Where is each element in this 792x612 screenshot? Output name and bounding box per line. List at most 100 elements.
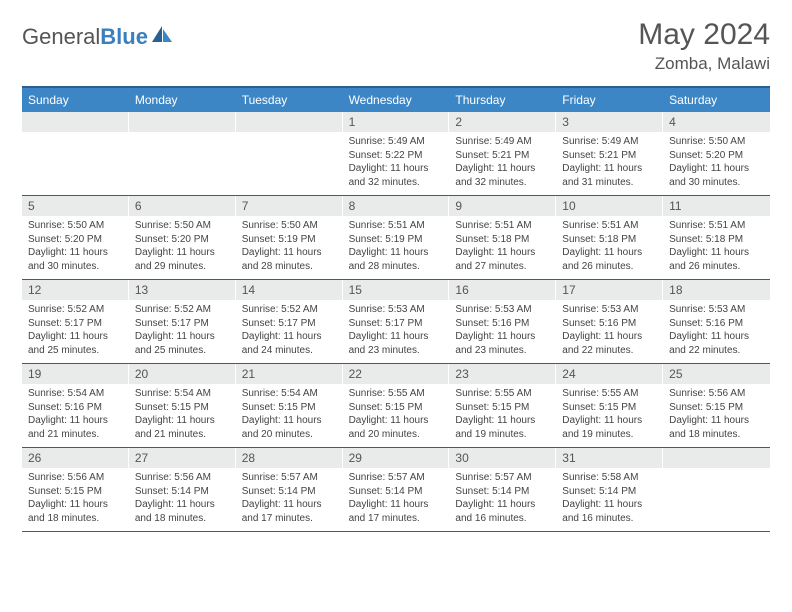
brand-text: GeneralBlue: [22, 24, 148, 50]
week-row: 26Sunrise: 5:56 AMSunset: 5:15 PMDayligh…: [22, 448, 770, 532]
day-details: Sunrise: 5:56 AMSunset: 5:15 PMDaylight:…: [22, 468, 129, 531]
day-details: Sunrise: 5:51 AMSunset: 5:18 PMDaylight:…: [449, 216, 556, 279]
daylight-text: Daylight: 11 hours and 21 minutes.: [28, 414, 123, 441]
daylight-text: Daylight: 11 hours and 20 minutes.: [242, 414, 337, 441]
day-number: 23: [449, 364, 556, 384]
day-details: Sunrise: 5:51 AMSunset: 5:18 PMDaylight:…: [663, 216, 770, 279]
day-cell: 29Sunrise: 5:57 AMSunset: 5:14 PMDayligh…: [343, 448, 450, 531]
day-details: Sunrise: 5:54 AMSunset: 5:15 PMDaylight:…: [236, 384, 343, 447]
day-details: Sunrise: 5:50 AMSunset: 5:20 PMDaylight:…: [663, 132, 770, 195]
title-block: May 2024 Zomba, Malawi: [638, 18, 770, 74]
day-number: 8: [343, 196, 450, 216]
daylight-text: Daylight: 11 hours and 22 minutes.: [562, 330, 657, 357]
week-row: 12Sunrise: 5:52 AMSunset: 5:17 PMDayligh…: [22, 280, 770, 364]
dow-thursday: Thursday: [449, 88, 556, 112]
day-cell: 12Sunrise: 5:52 AMSunset: 5:17 PMDayligh…: [22, 280, 129, 363]
sunset-text: Sunset: 5:14 PM: [242, 485, 337, 499]
day-number: 13: [129, 280, 236, 300]
sail-icon: [152, 26, 174, 49]
day-details: Sunrise: 5:52 AMSunset: 5:17 PMDaylight:…: [129, 300, 236, 363]
day-details: Sunrise: 5:49 AMSunset: 5:21 PMDaylight:…: [449, 132, 556, 195]
sunrise-text: Sunrise: 5:54 AM: [28, 387, 123, 401]
day-number: 12: [22, 280, 129, 300]
day-details: Sunrise: 5:53 AMSunset: 5:16 PMDaylight:…: [556, 300, 663, 363]
day-number: 27: [129, 448, 236, 468]
sunset-text: Sunset: 5:14 PM: [135, 485, 230, 499]
daylight-text: Daylight: 11 hours and 21 minutes.: [135, 414, 230, 441]
day-cell: 4Sunrise: 5:50 AMSunset: 5:20 PMDaylight…: [663, 112, 770, 195]
sunset-text: Sunset: 5:20 PM: [135, 233, 230, 247]
daylight-text: Daylight: 11 hours and 31 minutes.: [562, 162, 657, 189]
day-number: 16: [449, 280, 556, 300]
sunrise-text: Sunrise: 5:49 AM: [562, 135, 657, 149]
sunset-text: Sunset: 5:18 PM: [455, 233, 550, 247]
sunrise-text: Sunrise: 5:50 AM: [242, 219, 337, 233]
sunrise-text: Sunrise: 5:51 AM: [562, 219, 657, 233]
day-number: 6: [129, 196, 236, 216]
sunrise-text: Sunrise: 5:50 AM: [135, 219, 230, 233]
day-details: Sunrise: 5:52 AMSunset: 5:17 PMDaylight:…: [22, 300, 129, 363]
daylight-text: Daylight: 11 hours and 32 minutes.: [455, 162, 550, 189]
day-details: Sunrise: 5:55 AMSunset: 5:15 PMDaylight:…: [556, 384, 663, 447]
day-of-week-row: Sunday Monday Tuesday Wednesday Thursday…: [22, 88, 770, 112]
day-number: 1: [343, 112, 450, 132]
sunset-text: Sunset: 5:21 PM: [562, 149, 657, 163]
sunset-text: Sunset: 5:19 PM: [242, 233, 337, 247]
daylight-text: Daylight: 11 hours and 18 minutes.: [28, 498, 123, 525]
sunrise-text: Sunrise: 5:52 AM: [242, 303, 337, 317]
day-cell: 19Sunrise: 5:54 AMSunset: 5:16 PMDayligh…: [22, 364, 129, 447]
daylight-text: Daylight: 11 hours and 19 minutes.: [455, 414, 550, 441]
day-details: Sunrise: 5:56 AMSunset: 5:14 PMDaylight:…: [129, 468, 236, 531]
day-cell: 30Sunrise: 5:57 AMSunset: 5:14 PMDayligh…: [449, 448, 556, 531]
day-cell: 24Sunrise: 5:55 AMSunset: 5:15 PMDayligh…: [556, 364, 663, 447]
day-number: .: [22, 112, 129, 132]
daylight-text: Daylight: 11 hours and 16 minutes.: [455, 498, 550, 525]
sunrise-text: Sunrise: 5:50 AM: [28, 219, 123, 233]
daylight-text: Daylight: 11 hours and 22 minutes.: [669, 330, 764, 357]
day-cell: 11Sunrise: 5:51 AMSunset: 5:18 PMDayligh…: [663, 196, 770, 279]
day-number: 14: [236, 280, 343, 300]
day-number: 7: [236, 196, 343, 216]
sunrise-text: Sunrise: 5:52 AM: [28, 303, 123, 317]
sunset-text: Sunset: 5:15 PM: [455, 401, 550, 415]
day-number: 29: [343, 448, 450, 468]
day-cell: 18Sunrise: 5:53 AMSunset: 5:16 PMDayligh…: [663, 280, 770, 363]
day-number: 2: [449, 112, 556, 132]
daylight-text: Daylight: 11 hours and 25 minutes.: [28, 330, 123, 357]
calendar: Sunday Monday Tuesday Wednesday Thursday…: [22, 86, 770, 532]
sunset-text: Sunset: 5:17 PM: [349, 317, 444, 331]
day-number: 21: [236, 364, 343, 384]
sunset-text: Sunset: 5:15 PM: [349, 401, 444, 415]
dow-saturday: Saturday: [663, 88, 770, 112]
day-details: Sunrise: 5:54 AMSunset: 5:15 PMDaylight:…: [129, 384, 236, 447]
day-number: 20: [129, 364, 236, 384]
sunrise-text: Sunrise: 5:51 AM: [349, 219, 444, 233]
day-details: Sunrise: 5:54 AMSunset: 5:16 PMDaylight:…: [22, 384, 129, 447]
dow-sunday: Sunday: [22, 88, 129, 112]
sunrise-text: Sunrise: 5:55 AM: [562, 387, 657, 401]
day-details: Sunrise: 5:56 AMSunset: 5:15 PMDaylight:…: [663, 384, 770, 447]
daylight-text: Daylight: 11 hours and 18 minutes.: [669, 414, 764, 441]
day-cell: 2Sunrise: 5:49 AMSunset: 5:21 PMDaylight…: [449, 112, 556, 195]
day-number: 22: [343, 364, 450, 384]
sunset-text: Sunset: 5:17 PM: [135, 317, 230, 331]
daylight-text: Daylight: 11 hours and 18 minutes.: [135, 498, 230, 525]
daylight-text: Daylight: 11 hours and 23 minutes.: [455, 330, 550, 357]
day-number: 11: [663, 196, 770, 216]
day-cell: 9Sunrise: 5:51 AMSunset: 5:18 PMDaylight…: [449, 196, 556, 279]
day-details: Sunrise: 5:53 AMSunset: 5:17 PMDaylight:…: [343, 300, 450, 363]
day-cell: 14Sunrise: 5:52 AMSunset: 5:17 PMDayligh…: [236, 280, 343, 363]
sunrise-text: Sunrise: 5:54 AM: [242, 387, 337, 401]
day-cell: .: [663, 448, 770, 531]
sunset-text: Sunset: 5:18 PM: [562, 233, 657, 247]
daylight-text: Daylight: 11 hours and 26 minutes.: [669, 246, 764, 273]
day-details: Sunrise: 5:57 AMSunset: 5:14 PMDaylight:…: [449, 468, 556, 531]
day-cell: 7Sunrise: 5:50 AMSunset: 5:19 PMDaylight…: [236, 196, 343, 279]
sunrise-text: Sunrise: 5:56 AM: [669, 387, 764, 401]
day-cell: 17Sunrise: 5:53 AMSunset: 5:16 PMDayligh…: [556, 280, 663, 363]
sunrise-text: Sunrise: 5:51 AM: [455, 219, 550, 233]
day-details: Sunrise: 5:50 AMSunset: 5:20 PMDaylight:…: [129, 216, 236, 279]
day-details: Sunrise: 5:55 AMSunset: 5:15 PMDaylight:…: [343, 384, 450, 447]
month-title: May 2024: [638, 18, 770, 52]
brand-logo: GeneralBlue: [22, 18, 174, 50]
